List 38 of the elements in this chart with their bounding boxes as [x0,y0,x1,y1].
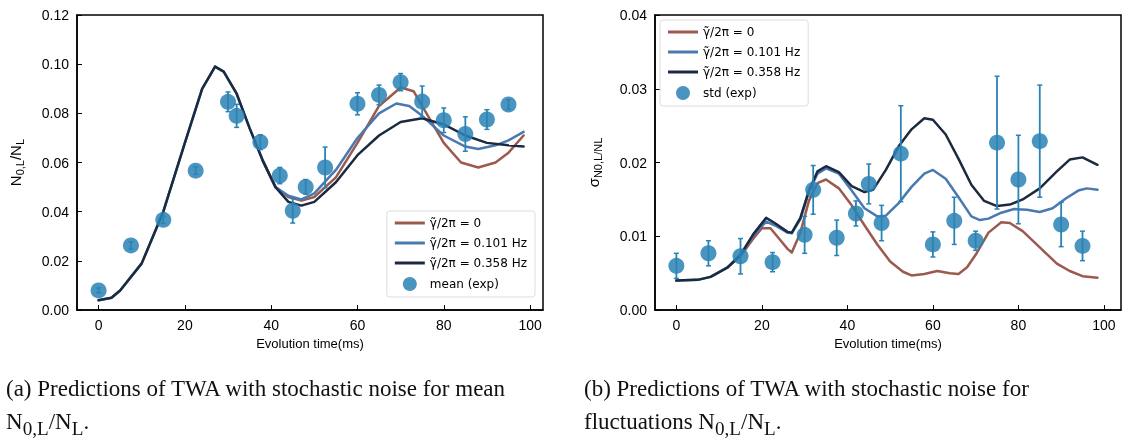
legend-label: γ̃/2π = 0.358 Hz [429,256,528,270]
legend-label: std (exp) [703,86,757,100]
legend-label: γ̃/2π = 0 [703,25,755,39]
y-tick-label: 0.04 [41,203,70,220]
legend-label: mean (exp) [429,277,499,291]
legend-label: γ̃/2π = 0 [429,216,482,230]
x-tick-label: 40 [263,317,280,334]
y-tick-label: 0.10 [41,56,70,73]
x-tick-label: 20 [177,317,193,334]
x-axis-title: Evolution time(ms) [256,336,364,351]
legend-label: γ̃/2π = 0.358 Hz [703,65,801,79]
x-tick-label: 20 [754,317,770,334]
y-tick-label: 0.01 [619,228,648,245]
x-tick-label: 0 [94,317,103,334]
text: (b) Predictions of TWA with stochastic noise for fluctuations N$_{0,L}$/N$_{L}$. [584,375,1030,441]
y-axis-title: N0,L/NL [7,138,26,187]
y-tick-label: 0.02 [619,154,648,171]
y-tick-label: 0.06 [41,154,70,171]
x-tick-label: 0 [672,317,681,334]
x-tick-label: 40 [839,317,856,334]
text: (a) Predictions of TWA with stochastic noise for mean N$_{0,L}$/N$_{L}$. [6,375,507,441]
x-axis-title: Evolution time(ms) [834,336,942,351]
y-tick-label: 0.04 [619,7,648,23]
legend-label: γ̃/2π = 0.101 Hz [703,45,801,59]
x-tick-label: 100 [518,317,542,334]
y-tick-label: 0.00 [41,302,70,319]
y-tick-label: 0.03 [619,80,648,97]
y-tick-label: 0.08 [41,105,70,122]
legend-label: γ̃/2π = 0.101 Hz [429,236,528,250]
y-tick-label: 0.00 [619,302,648,319]
y-tick-label: 0.12 [41,7,70,23]
x-tick-label: 80 [1010,317,1027,334]
x-tick-label: 60 [349,317,366,334]
x-tick-label: 100 [1092,317,1116,334]
x-tick-label: 60 [925,317,941,334]
y-tick-label: 0.02 [41,252,70,269]
x-tick-label: 80 [435,317,452,334]
y-axis-title: σN0,L/NL [585,137,604,188]
